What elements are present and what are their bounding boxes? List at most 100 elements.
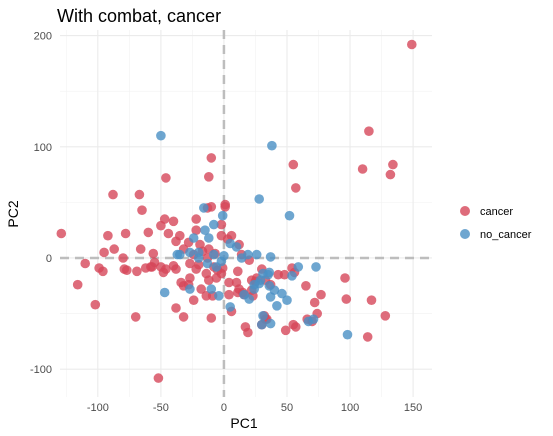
data-point: [291, 183, 301, 193]
data-point: [188, 295, 199, 306]
data-point: [257, 319, 267, 330]
data-point: [153, 373, 164, 383]
data-point: [407, 39, 417, 50]
data-point: [204, 172, 214, 182]
data-point: [204, 233, 214, 243]
data-point: [185, 273, 195, 283]
chart-title: With combat, cancer: [57, 6, 221, 26]
data-point: [206, 202, 217, 212]
data-point: [185, 247, 195, 258]
data-point: [225, 302, 235, 312]
data-point: [293, 262, 304, 272]
legend-key-cancer: [460, 206, 470, 216]
data-point: [341, 294, 352, 304]
data-point: [340, 273, 350, 283]
data-point: [357, 164, 368, 174]
data-point: [309, 297, 320, 308]
data-point: [244, 294, 254, 304]
data-point: [206, 284, 217, 294]
legend-key-no-cancer: [460, 229, 470, 239]
y-tick-label: -100: [30, 364, 52, 376]
data-point: [224, 289, 234, 300]
data-point: [120, 228, 131, 239]
data-point: [280, 325, 291, 336]
data-point: [159, 287, 170, 298]
data-point: [224, 277, 234, 288]
data-point: [225, 238, 235, 249]
data-point: [206, 153, 217, 163]
data-point: [282, 295, 292, 306]
data-point: [130, 312, 141, 322]
data-point: [272, 301, 282, 311]
data-point: [209, 249, 219, 260]
data-point: [254, 194, 264, 204]
data-point: [168, 216, 179, 227]
data-point: [308, 314, 319, 325]
data-point: [176, 277, 186, 288]
y-axis-label: PC2: [5, 200, 21, 227]
data-point: [263, 269, 273, 280]
data-point: [233, 266, 243, 277]
data-point: [56, 228, 67, 239]
data-point: [202, 258, 213, 269]
data-point: [284, 210, 295, 221]
data-point: [196, 284, 206, 294]
data-point: [364, 126, 374, 136]
data-point: [171, 236, 181, 247]
y-tick-label: 100: [34, 142, 52, 154]
data-point: [249, 284, 259, 294]
data-point: [171, 264, 181, 274]
data-point: [291, 322, 301, 332]
x-tick-label: 150: [404, 402, 422, 414]
data-point: [217, 210, 228, 221]
data-point: [267, 140, 277, 151]
data-point: [220, 202, 230, 212]
data-point: [108, 189, 118, 200]
data-point: [103, 230, 113, 241]
data-point: [90, 299, 101, 310]
data-point: [156, 130, 166, 141]
x-tick-label: -100: [87, 402, 109, 414]
data-point: [188, 233, 199, 243]
data-point: [191, 214, 201, 224]
data-point: [311, 262, 321, 272]
data-point: [209, 219, 219, 230]
data-point: [191, 264, 201, 274]
data-point: [243, 327, 253, 338]
data-point: [204, 275, 214, 286]
data-point: [243, 249, 253, 260]
data-point: [118, 253, 128, 263]
data-point: [80, 258, 90, 269]
y-tick-label: 200: [34, 31, 52, 43]
data-point: [199, 203, 209, 213]
data-point: [158, 267, 169, 278]
data-point: [226, 230, 237, 241]
data-point: [385, 169, 396, 180]
legend: cancer no_cancer: [460, 206, 532, 241]
data-point: [109, 244, 119, 254]
legend-label-no-cancer: no_cancer: [480, 229, 532, 241]
x-tick-label: 50: [281, 402, 293, 414]
data-point: [98, 266, 108, 277]
data-point: [99, 247, 109, 258]
data-point: [216, 268, 227, 279]
data-point: [161, 173, 171, 183]
data-point: [171, 303, 181, 313]
data-point: [143, 227, 154, 238]
data-point: [287, 271, 297, 281]
data-point: [191, 225, 201, 235]
data-point: [185, 258, 195, 269]
data-point: [185, 284, 195, 294]
grid: [60, 30, 432, 397]
data-point: [380, 311, 391, 321]
x-tick-label: 0: [221, 402, 227, 414]
data-point: [147, 262, 157, 272]
data-point: [301, 281, 311, 291]
series-no-cancer: [156, 130, 353, 340]
data-point: [178, 312, 189, 322]
data-point: [388, 159, 398, 170]
data-point: [122, 265, 132, 276]
reference-lines: [60, 30, 432, 397]
data-point: [206, 313, 217, 323]
data-point: [279, 269, 290, 280]
